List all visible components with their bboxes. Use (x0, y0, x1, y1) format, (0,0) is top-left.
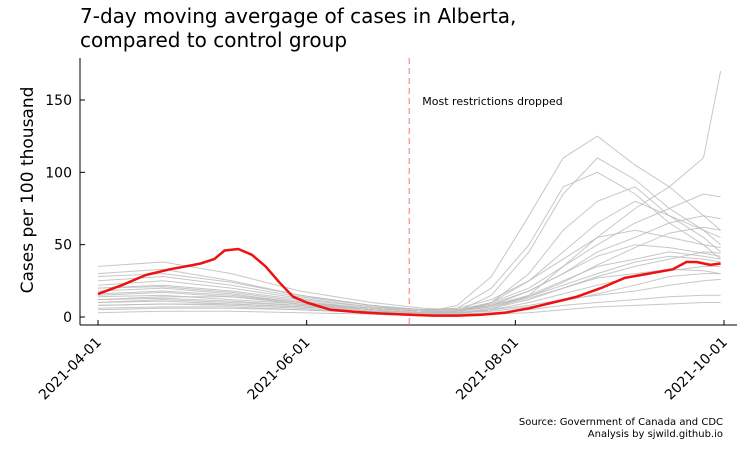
control-series-line-20 (97, 171, 721, 312)
control-series-line-9 (97, 255, 721, 311)
control-series-line-7 (97, 229, 721, 311)
control-series-line-19 (97, 273, 721, 314)
control-series-line-13 (97, 278, 721, 314)
x-tick-label: 2021-08-01 (453, 335, 522, 404)
chart-title-line-1: 7-day moving avergage of cases in Albert… (80, 4, 516, 28)
control-series-line-2 (97, 135, 721, 314)
annotation-text: Most restrictions dropped (422, 95, 563, 108)
y-axis-label: Cases per 100 thousand (18, 87, 38, 294)
alberta-series-line (97, 247, 721, 317)
control-series-line-16 (97, 200, 721, 314)
plot-area: 0 50 100 150 2021-04-01 2021-06-01 2021-08-01 2… (36, 58, 737, 403)
y-tick-label: 50 (54, 238, 72, 254)
control-series-line-17 (97, 244, 721, 311)
chart-title-line-2: compared to control group (80, 28, 347, 52)
x-tick-label: 2021-06-01 (245, 335, 314, 404)
source-line-2: Analysis by sjwild.github.io (588, 429, 723, 440)
control-series-line-1 (97, 157, 721, 315)
x-tick-label: 2021-04-01 (36, 335, 105, 404)
control-series-line-18 (97, 226, 721, 312)
y-tick-label: 100 (45, 165, 72, 181)
y-tick-label: 0 (63, 310, 72, 326)
source-line-1: Source: Government of Canada and CDC (519, 417, 723, 428)
control-series-line-10 (97, 251, 721, 314)
y-tick-label: 150 (45, 93, 72, 109)
x-tick-label: 2021-10-01 (662, 335, 731, 404)
